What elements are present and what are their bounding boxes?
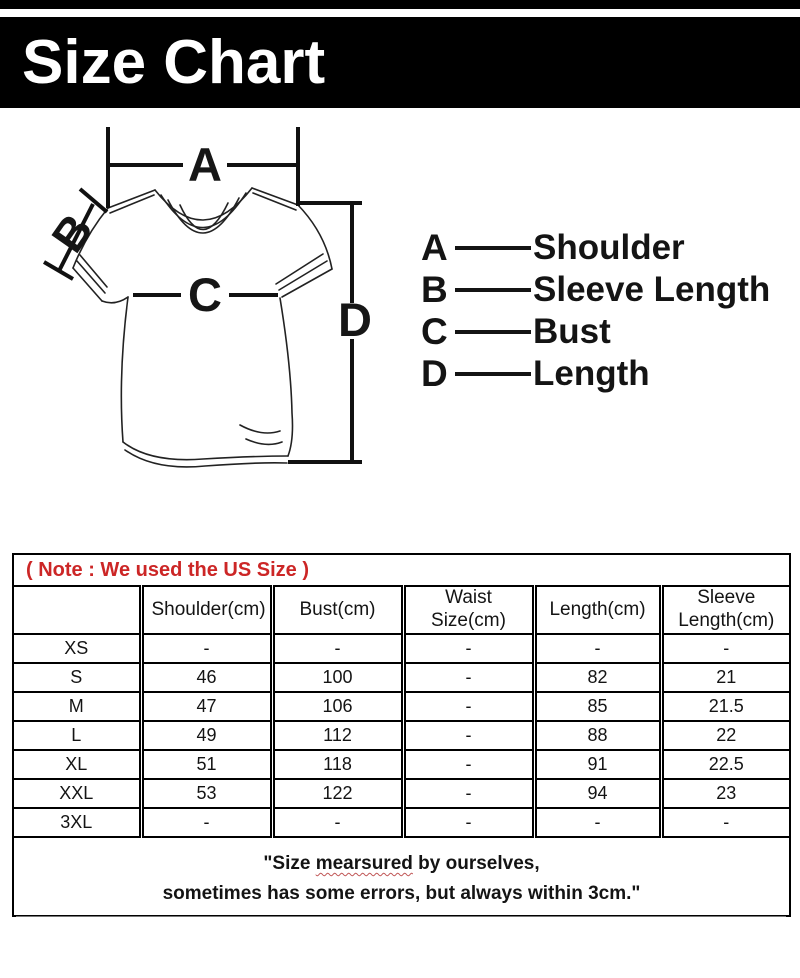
cell-value: 118 (269, 749, 403, 780)
table-header-row: Shoulder(cm) Bust(cm) Waist Size(cm) Len… (13, 585, 790, 635)
column-header-size (13, 585, 141, 635)
cell-value: 82 (531, 662, 661, 693)
legend-letter: D (421, 352, 448, 394)
table-row-3xl: 3XL - - - - - (13, 807, 790, 838)
table-row-xxl: XXL 53 122 - 94 23 (13, 778, 790, 809)
legend-letter: A (421, 226, 448, 268)
legend-item-sleeve-length: B Sleeve Length (421, 268, 791, 310)
table-footer-note: "Size mearsured by ourselves, sometimes … (13, 836, 790, 917)
size-label: M (13, 691, 141, 722)
size-label: 3XL (13, 807, 141, 838)
cell-value: 22 (658, 720, 790, 751)
cell-value: 88 (531, 720, 661, 751)
cell-value: - (531, 633, 661, 664)
cell-value: - (531, 807, 661, 838)
diagram-label-d: D (338, 293, 370, 346)
size-label: L (13, 720, 141, 751)
cell-value: 21 (658, 662, 790, 693)
cell-value: - (400, 691, 534, 722)
legend-letter: C (421, 310, 448, 352)
legend-letter: B (421, 268, 448, 310)
cell-value: - (400, 807, 534, 838)
diagram-label-c: C (188, 268, 222, 321)
footer-line-1: "Size mearsured by ourselves, (263, 853, 540, 875)
table-row-l: L 49 112 - 88 22 (13, 720, 790, 751)
legend-dash-line (455, 288, 531, 292)
legend-label: Sleeve Length (533, 269, 771, 309)
table-row-m: M 47 106 - 85 21.5 (13, 691, 790, 722)
column-header-waist: Waist Size(cm) (400, 585, 534, 635)
legend-item-length: D Length (421, 352, 791, 394)
table-row-s: S 46 100 - 82 21 (13, 662, 790, 693)
column-header-sleeve-length: Sleeve Length(cm) (658, 585, 790, 635)
table-note-row: ( Note : We used the US Size ) (13, 553, 790, 587)
legend-label: Bust (533, 311, 611, 351)
cell-value: 91 (531, 749, 661, 780)
size-table: ( Note : We used the US Size ) Shoulder(… (12, 553, 791, 917)
cell-value: - (269, 633, 403, 664)
measurement-lines (42, 127, 362, 464)
table-row-xs: XS - - - - - (13, 633, 790, 664)
cell-value: - (138, 633, 272, 664)
tshirt-measurement-diagram: A B C D (41, 127, 370, 468)
cell-value: 112 (269, 720, 403, 751)
legend-label: Length (533, 353, 650, 393)
cell-value: 53 (138, 778, 272, 809)
footer-line-2: sometimes has some errors, but always wi… (162, 882, 641, 904)
diagram-label-a: A (188, 138, 222, 191)
diagram-label-b: B (41, 204, 103, 261)
cell-value: 85 (531, 691, 661, 722)
cell-value: - (269, 807, 403, 838)
cell-value: 106 (269, 691, 403, 722)
table-row-xl: XL 51 118 - 91 22.5 (13, 749, 790, 780)
cell-value: 47 (138, 691, 272, 722)
top-divider-bar (0, 0, 800, 9)
cell-value: 49 (138, 720, 272, 751)
size-label: XXL (13, 778, 141, 809)
size-label: XS (13, 633, 141, 664)
misspelled-word: mearsured (315, 853, 413, 875)
cell-value: - (658, 807, 790, 838)
cell-value: 100 (269, 662, 403, 693)
legend-dash-line (455, 246, 531, 250)
legend-dash-line (455, 372, 531, 376)
cell-value: 22.5 (658, 749, 790, 780)
cell-value: 122 (269, 778, 403, 809)
header-banner: Size Chart (0, 17, 800, 108)
column-header-shoulder: Shoulder(cm) (138, 585, 272, 635)
measurement-legend: A Shoulder B Sleeve Length C Bust D Leng… (421, 226, 791, 394)
cell-value: - (138, 807, 272, 838)
cell-value: 51 (138, 749, 272, 780)
legend-item-bust: C Bust (421, 310, 791, 352)
table-note: ( Note : We used the US Size ) (13, 553, 790, 587)
cell-value: - (658, 633, 790, 664)
size-label: XL (13, 749, 141, 780)
page-title: Size Chart (22, 28, 326, 97)
cell-value: - (400, 720, 534, 751)
column-header-bust: Bust(cm) (269, 585, 403, 635)
cell-value: 46 (138, 662, 272, 693)
column-header-length: Length(cm) (531, 585, 661, 635)
cell-value: 23 (658, 778, 790, 809)
legend-dash-line (455, 330, 531, 334)
size-label: S (13, 662, 141, 693)
cell-value: - (400, 778, 534, 809)
legend-item-shoulder: A Shoulder (421, 226, 791, 268)
table-footer-row: "Size mearsured by ourselves, sometimes … (13, 836, 790, 917)
cell-value: 21.5 (658, 691, 790, 722)
table-bottom-shadow-line (16, 916, 786, 917)
cell-value: 94 (531, 778, 661, 809)
cell-value: - (400, 662, 534, 693)
legend-label: Shoulder (533, 227, 685, 267)
tshirt-outline (72, 187, 333, 468)
cell-value: - (400, 633, 534, 664)
cell-value: - (400, 749, 534, 780)
